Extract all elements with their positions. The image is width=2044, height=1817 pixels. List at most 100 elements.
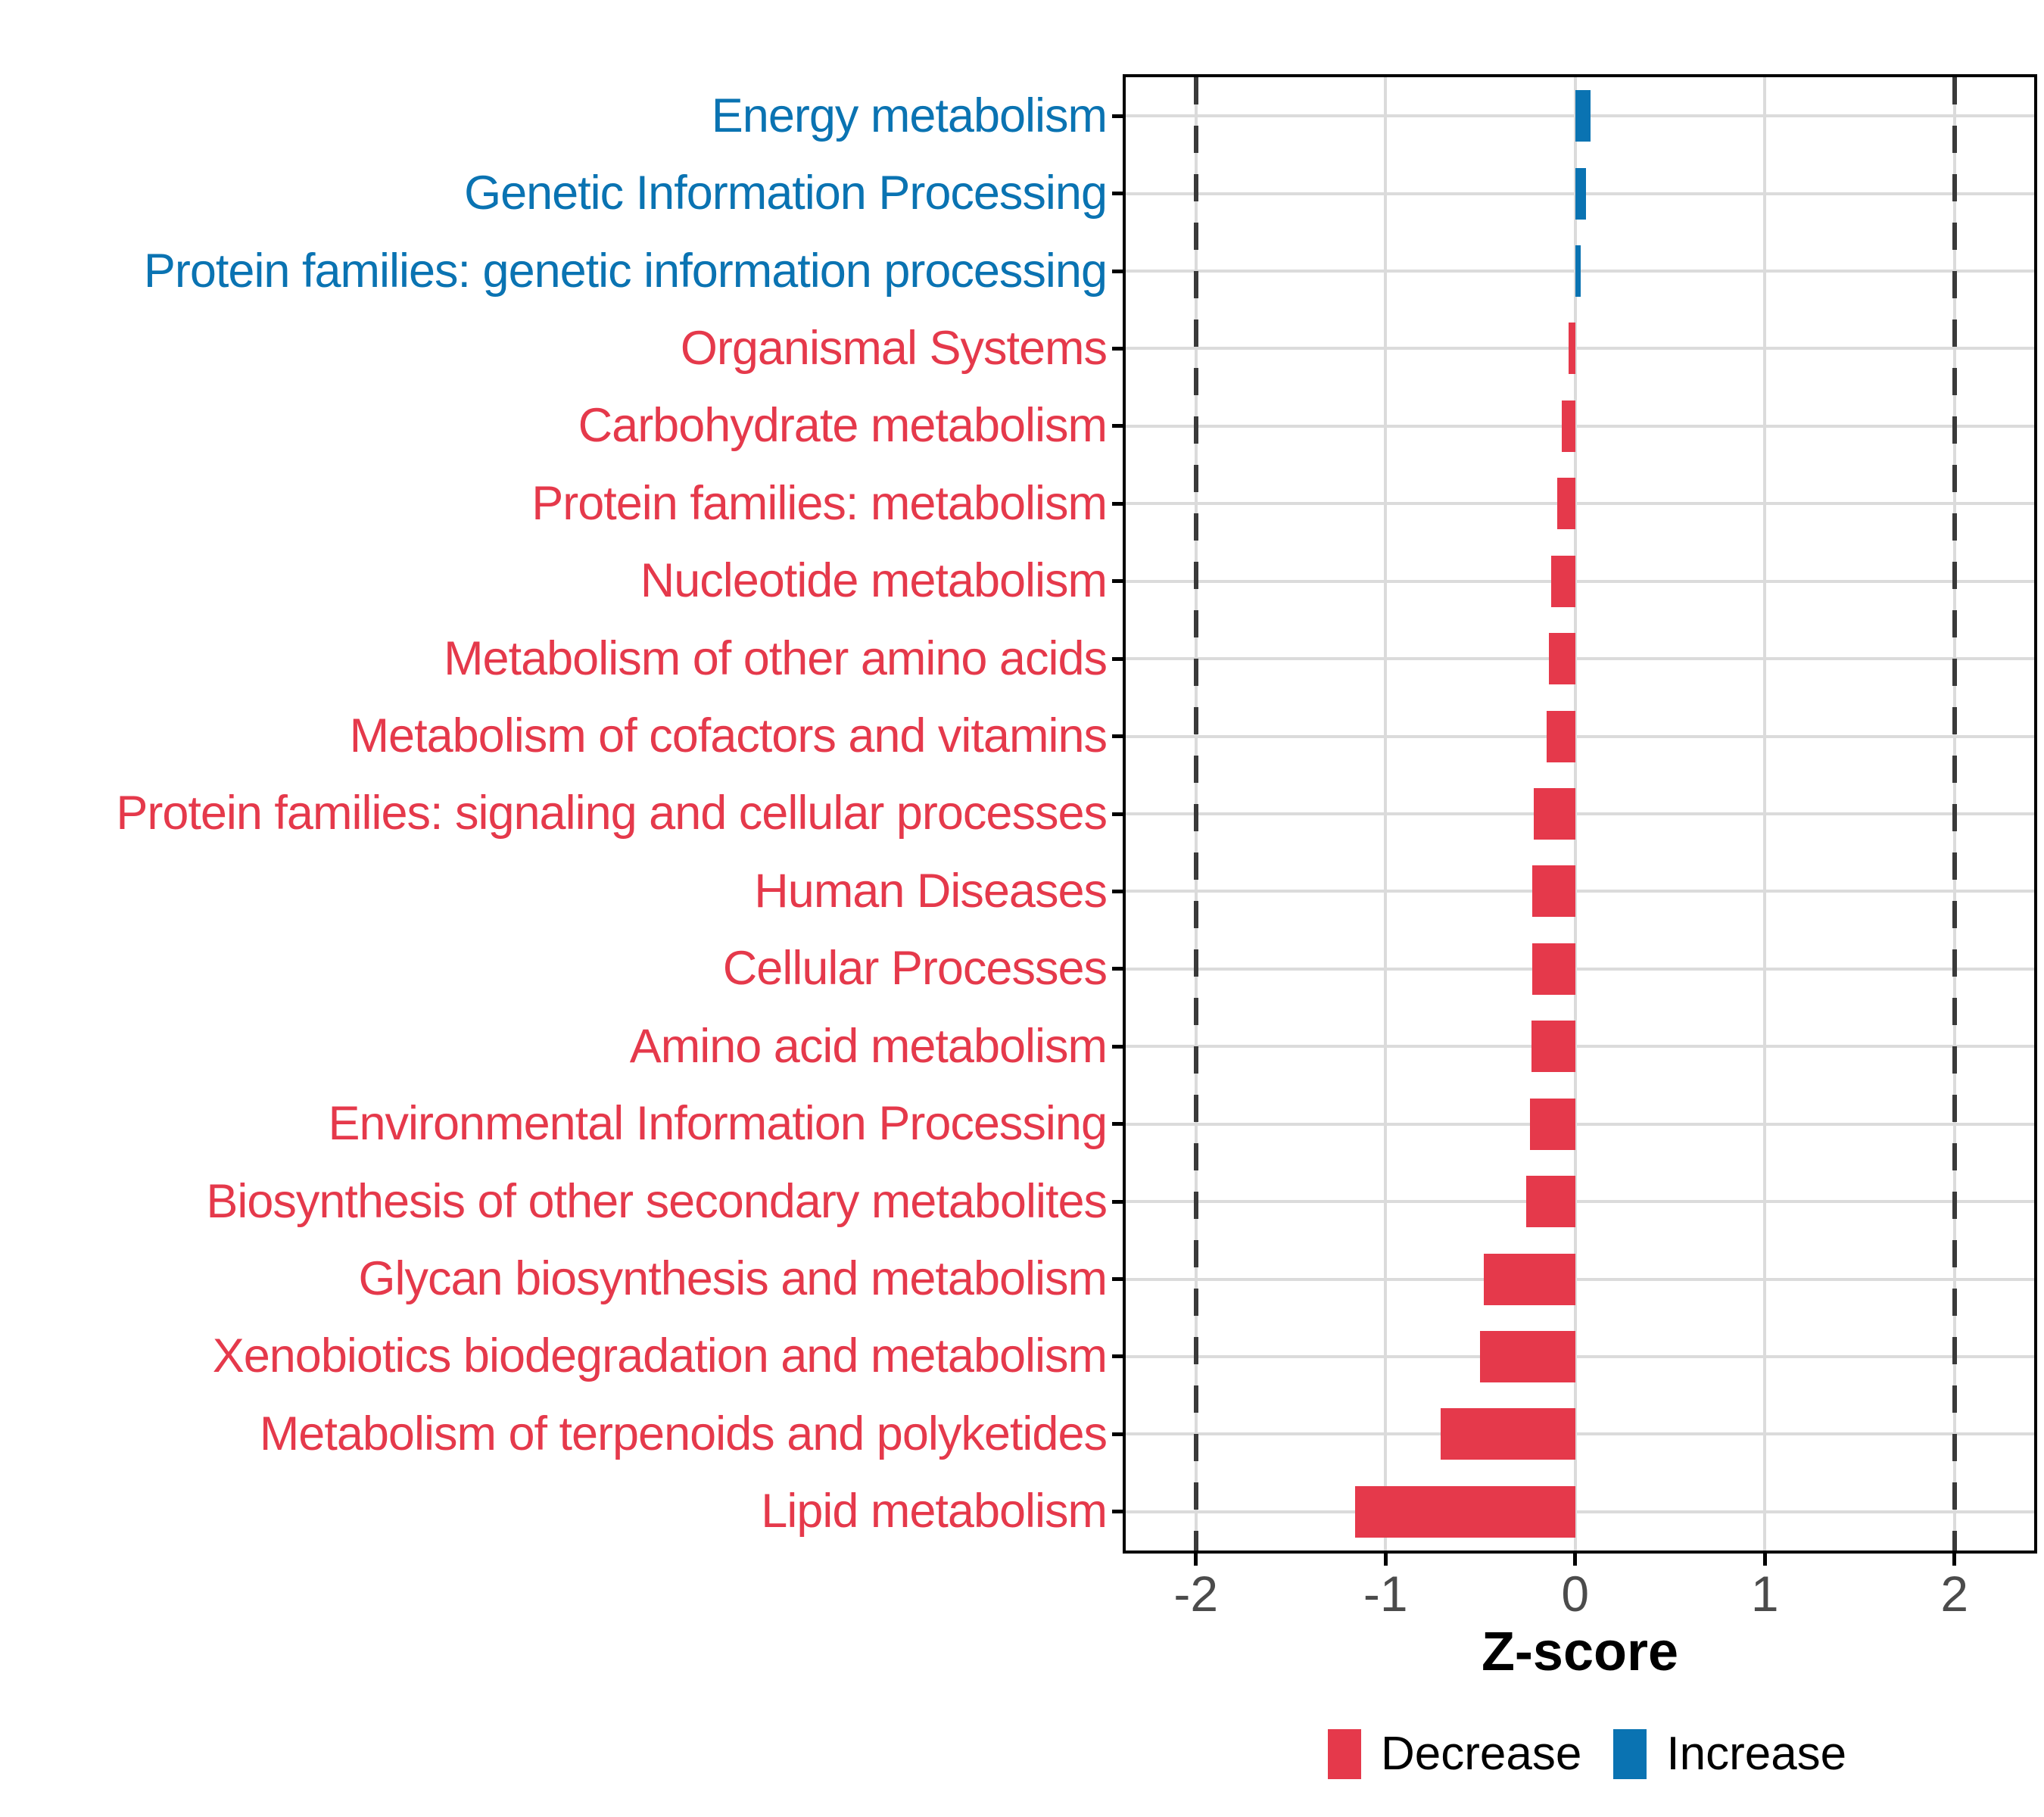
category-label: Organismal Systems [680,321,1108,375]
y-axis-tick [1112,501,1123,506]
y-axis-tick [1112,1277,1123,1282]
x-axis-tick [1383,1554,1388,1566]
category-label: Metabolism of cofactors and vitamins [349,709,1108,763]
row-gridline [1126,502,2034,506]
chart-row [1126,232,2034,310]
y-axis-tick [1112,192,1123,196]
category-label: Carbohydrate metabolism [578,399,1108,453]
y-axis-tick [1112,269,1123,273]
x-axis-tick [1194,1554,1198,1566]
chart-row [1126,852,2034,930]
y-axis-tick [1112,346,1123,351]
legend-item-increase: Increase [1613,1729,1846,1779]
legend-item-decrease: Decrease [1328,1729,1581,1779]
category-label: Protein families: signaling and cellular… [116,787,1108,840]
row-gridline [1126,1510,2034,1513]
legend-label: Decrease [1381,1728,1582,1780]
y-axis-tick [1112,1432,1123,1436]
x-axis-tick [1573,1554,1578,1566]
bar-decrease [1562,400,1575,452]
y-axis-tick [1112,424,1123,429]
y-axis-tick [1112,1044,1123,1049]
x-tick-label: 0 [1561,1566,1590,1622]
x-axis-tick [1762,1554,1767,1566]
y-axis-tick [1112,1199,1123,1204]
chart-row [1126,1318,2034,1395]
y-axis-tick [1112,889,1123,893]
y-axis-tick [1112,1510,1123,1514]
category-label: Energy metabolism [711,89,1108,142]
bar-decrease [1532,943,1575,995]
reference-line-dashed--2 [1193,77,1198,1551]
bar-decrease [1484,1253,1575,1305]
row-gridline [1126,347,2034,351]
bar-decrease [1547,710,1575,762]
bar-decrease [1531,1021,1575,1073]
chart-row [1126,775,2034,852]
bar-decrease [1548,633,1575,685]
category-label: Human Diseases [754,864,1108,918]
plot-panel [1123,74,2037,1554]
category-label: Protein families: genetic information pr… [143,244,1108,298]
bar-increase [1575,90,1591,142]
chart-row [1126,1473,2034,1551]
chart-row [1126,1163,2034,1240]
category-label: Metabolism of terpenoids and polyketides [259,1407,1108,1460]
row-gridline [1126,812,2034,815]
row-gridline [1126,1045,2034,1049]
bar-decrease [1525,1176,1575,1228]
chart-row [1126,1008,2034,1085]
category-label: Glycan biosynthesis and metabolism [358,1252,1108,1306]
y-axis-tick [1112,734,1123,739]
x-tick-label: -2 [1173,1566,1219,1622]
bar-increase [1575,245,1581,298]
row-gridline [1126,579,2034,583]
legend-swatch-decrease [1328,1729,1361,1779]
y-axis-tick [1112,1122,1123,1127]
chart-row [1126,154,2034,232]
bar-decrease [1551,555,1575,607]
row-gridline [1126,424,2034,428]
chart-row [1126,388,2034,465]
bar-decrease [1440,1408,1575,1460]
category-label: Lipid metabolism [761,1485,1108,1538]
bar-decrease [1355,1485,1575,1538]
category-label: Environmental Information Processing [328,1097,1108,1151]
row-gridline [1126,734,2034,738]
category-label: Protein families: metabolism [531,476,1108,530]
x-tick-label: 2 [1940,1566,1969,1622]
bar-decrease [1556,478,1575,530]
row-gridline [1126,1122,2034,1126]
bar-decrease [1529,1098,1575,1150]
category-label: Metabolism of other amino acids [444,631,1108,685]
x-tick-label: -1 [1363,1566,1408,1622]
bar-decrease [1480,1330,1575,1382]
y-axis-tick [1112,114,1123,118]
category-label: Nucleotide metabolism [640,554,1108,608]
category-label: Genetic Information Processing [464,167,1108,220]
chart-row [1126,1395,2034,1473]
x-axis-title: Z-score [1481,1622,1679,1682]
y-axis-tick [1112,812,1123,816]
row-gridline [1126,1277,2034,1281]
legend: Decrease Increase [1328,1728,1846,1781]
chart-row [1126,77,2034,154]
x-tick-label: 1 [1750,1566,1779,1622]
x-axis-tick [1952,1554,1957,1566]
chart-row [1126,310,2034,387]
legend-swatch-increase [1613,1729,1647,1779]
chart-row [1126,1085,2034,1162]
chart-row [1126,1240,2034,1317]
category-label: Biosynthesis of other secondary metaboli… [206,1174,1108,1228]
category-label: Xenobiotics biodegradation and metabolis… [212,1329,1108,1383]
chart-row [1126,697,2034,774]
category-label: Amino acid metabolism [629,1019,1108,1073]
chart-row [1126,543,2034,620]
chart-row [1126,930,2034,1008]
legend-label: Increase [1666,1728,1847,1780]
row-gridline [1126,1354,2034,1358]
chart-row [1126,620,2034,697]
row-gridline [1126,657,2034,661]
category-label: Cellular Processes [722,942,1108,996]
y-axis-tick [1112,967,1123,971]
